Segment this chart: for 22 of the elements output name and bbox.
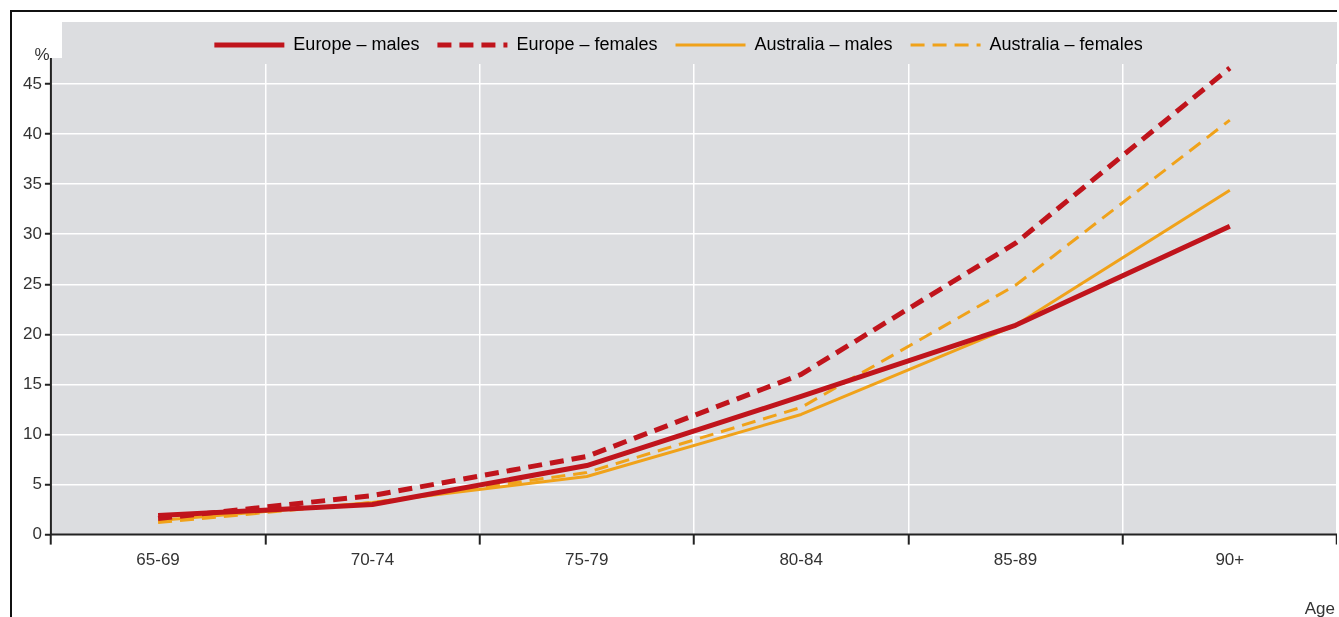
- legend-label: Australia – males: [754, 33, 893, 54]
- y-tick-label: 5: [32, 474, 42, 494]
- y-tick-label: 0: [32, 524, 42, 544]
- y-tick-label: 25: [22, 273, 42, 293]
- x-tick-label: 70-74: [350, 550, 395, 570]
- y-axis-title: %: [34, 44, 50, 64]
- legend-label: Europe – females: [516, 33, 658, 54]
- x-tick-label: 75-79: [565, 550, 609, 570]
- y-tick-label: 45: [22, 73, 42, 93]
- y-tick-label: 10: [22, 424, 42, 444]
- y-tick-label: 40: [22, 123, 42, 143]
- x-tick-label: 65-69: [136, 550, 180, 570]
- legend-label: Australia – females: [989, 33, 1143, 54]
- y-tick-label: 35: [22, 173, 42, 193]
- y-tick-label: 30: [22, 223, 42, 243]
- x-tick-label: 90+: [1215, 550, 1245, 570]
- x-axis-title: Age: [1304, 599, 1335, 617]
- x-tick-label: 80-84: [779, 550, 823, 570]
- legend-label: Europe – males: [293, 33, 420, 54]
- x-tick-label: 85-89: [993, 550, 1038, 570]
- y-tick-label: 20: [22, 324, 42, 344]
- y-tick-label: 15: [22, 374, 42, 394]
